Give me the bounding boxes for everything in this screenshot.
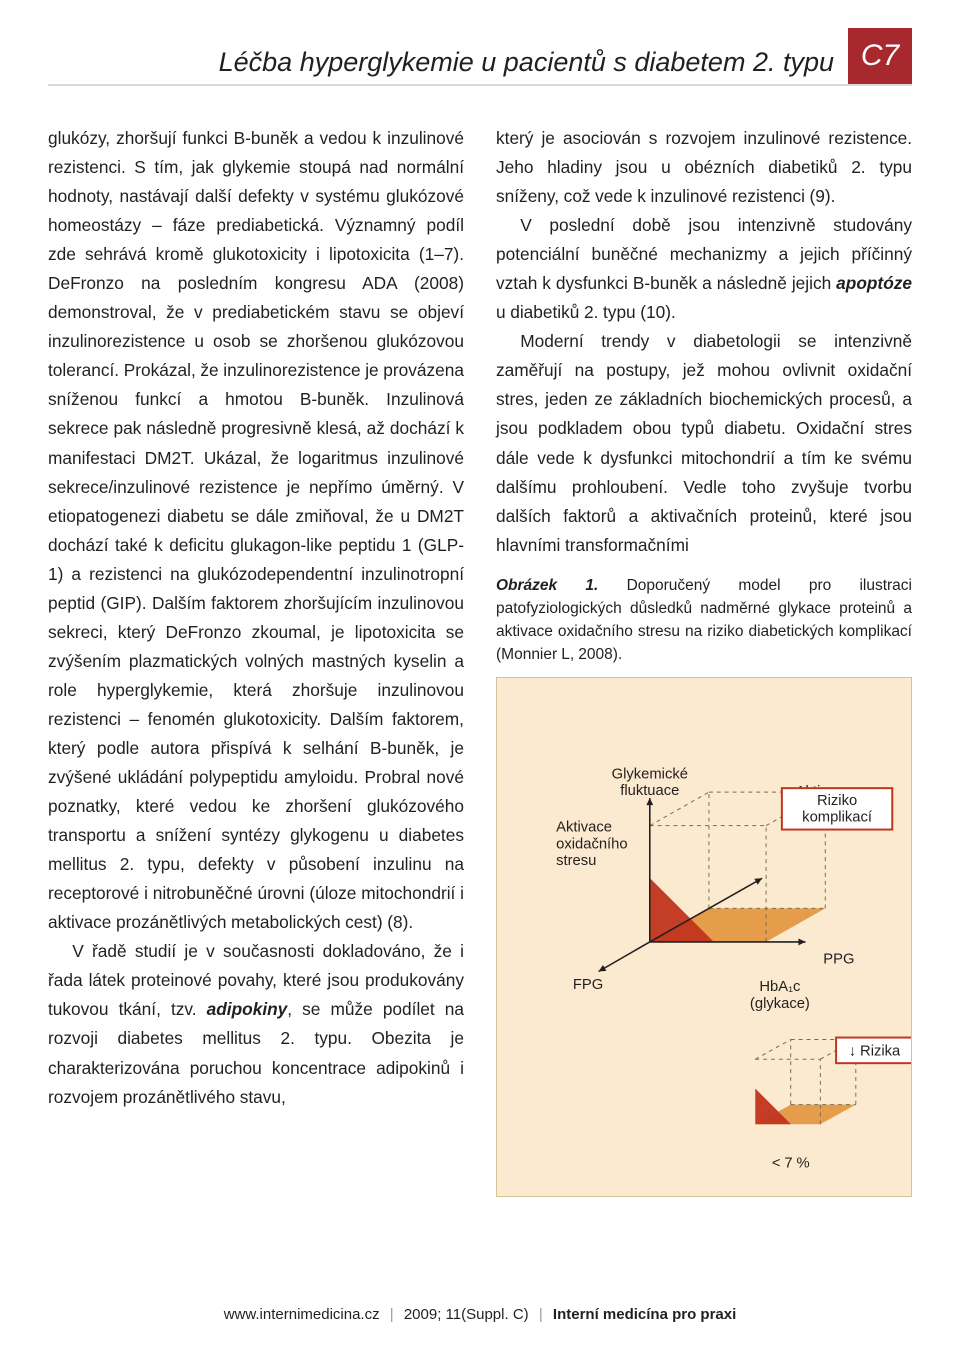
left-column: glukózy, zhoršují funkci B-buněk a vedou… <box>48 124 464 1197</box>
footer-issue: 2009; 11(Suppl. C) <box>404 1306 529 1323</box>
svg-text:Glykemickéfluktuace: Glykemickéfluktuace <box>612 766 688 799</box>
section-badge: C7 <box>848 28 912 84</box>
svg-text:↓ Rizika: ↓ Rizika <box>849 1043 901 1059</box>
svg-text:PPG: PPG <box>823 951 854 967</box>
right-p2-suffix: u diabetiků 2. typu (10). <box>496 302 676 322</box>
figure-1: Glykemickéfluktuace Aktivaceoxidačníhostr… <box>496 677 912 1197</box>
figure-svg: Glykemickéfluktuace Aktivaceoxidačníhostr… <box>497 678 911 1196</box>
footer-sep-1: | <box>384 1306 400 1323</box>
term-apoptoze: apoptóze <box>836 273 912 293</box>
page-header: Léčba hyperglykemie u pacientů s diabete… <box>48 32 912 86</box>
right-p2: V poslední době jsou intenzivně studován… <box>496 211 912 327</box>
svg-text:< 7 %: < 7 % <box>772 1155 810 1171</box>
page-footer: www.internimedicina.cz | 2009; 11(Suppl.… <box>0 1306 960 1323</box>
footer-url: www.internimedicina.cz <box>224 1306 380 1323</box>
term-adipokiny: adipokiny <box>207 999 288 1019</box>
footer-sep-2: | <box>533 1306 549 1323</box>
svg-text:FPG: FPG <box>573 977 603 993</box>
svg-text:Aktivaceoxidačníhostresu: Aktivaceoxidačníhostresu <box>556 819 627 869</box>
footer-journal: Interní medicína pro praxi <box>553 1306 736 1323</box>
right-column: který je asociován s rozvojem inzulinové… <box>496 124 912 1197</box>
running-title: Léčba hyperglykemie u pacientů s diabete… <box>219 47 848 84</box>
left-p1: glukózy, zhoršují funkci B-buněk a vedou… <box>48 124 464 937</box>
figure-caption: Obrázek 1. Doporučený model pro ilustrac… <box>496 574 912 667</box>
content-columns: glukózy, zhoršují funkci B-buněk a vedou… <box>0 86 960 1197</box>
right-p3: Moderní trendy v diabetologii se intenzi… <box>496 327 912 559</box>
left-p2: V řadě studií je v současnosti dokladová… <box>48 937 464 1111</box>
figure-label: Obrázek 1. <box>496 577 598 594</box>
right-p1: který je asociován s rozvojem inzulinové… <box>496 124 912 211</box>
svg-text:HbA₁c(glykace): HbA₁c(glykace) <box>750 979 810 1012</box>
page-header-wrap: Léčba hyperglykemie u pacientů s diabete… <box>0 0 960 86</box>
